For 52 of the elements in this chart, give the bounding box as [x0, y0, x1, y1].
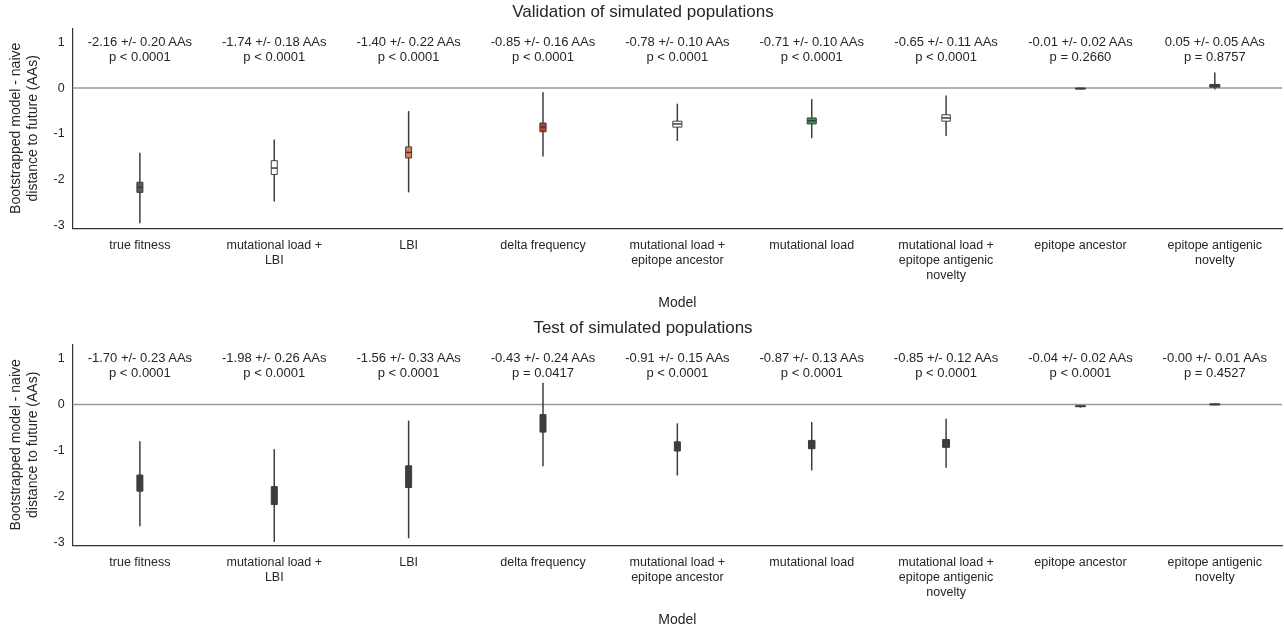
y-tick-label: 1 — [57, 34, 65, 49]
x-tick-label: LBI — [399, 238, 419, 253]
x-tick-label: epitope antigenic novelty — [1167, 238, 1263, 268]
x-axis-title: Model — [658, 611, 697, 628]
y-tick-label: -1 — [53, 443, 65, 458]
annotation: -0.87 +/- 0.13 AAs p < 0.0001 — [759, 350, 865, 381]
annotation: -0.91 +/- 0.15 AAs p < 0.0001 — [625, 350, 731, 381]
annotation: -1.70 +/- 0.23 AAs p < 0.0001 — [87, 350, 193, 381]
x-tick-label: epitope ancestor — [1034, 238, 1127, 253]
annotation: -1.56 +/- 0.33 AAs p < 0.0001 — [356, 350, 462, 381]
y-tick-label: -3 — [53, 535, 65, 550]
annotation: -0.00 +/- 0.01 AAs p = 0.4527 — [1162, 350, 1268, 381]
y-axis-title: Bootstrapped model - naive distance to future (AAs) — [7, 358, 41, 531]
annotation: -0.71 +/- 0.10 AAs p < 0.0001 — [759, 34, 865, 65]
y-axis-title: Bootstrapped model - naive distance to future (AAs) — [7, 42, 41, 214]
y-tick-label: 1 — [57, 350, 65, 365]
annotation: 0.05 +/- 0.05 AAs p = 0.8757 — [1164, 34, 1266, 65]
x-tick-label: mutational load + LBI — [226, 238, 323, 268]
x-tick-label: mutational load — [769, 555, 855, 570]
annotation: -0.85 +/- 0.12 AAs p < 0.0001 — [893, 350, 999, 381]
x-tick-label: mutational load + epitope ancestor — [629, 238, 726, 268]
annotation: -1.40 +/- 0.22 AAs p < 0.0001 — [356, 34, 462, 65]
y-tick-label: 0 — [57, 80, 65, 95]
x-tick-label: epitope ancestor — [1034, 555, 1127, 570]
x-tick-label: LBI — [399, 555, 419, 570]
annotation: -1.74 +/- 0.18 AAs p < 0.0001 — [222, 34, 327, 65]
x-tick-label: mutational load + LBI — [226, 555, 323, 585]
x-tick-label: mutational load + epitope antigenic novelty — [898, 238, 994, 283]
x-tick-label: delta frequency — [500, 555, 587, 570]
annotation: -1.98 +/- 0.26 AAs p < 0.0001 — [222, 350, 327, 381]
y-tick-label: -2 — [53, 172, 65, 187]
y-tick-label: 0 — [57, 396, 65, 411]
y-tick-label: -3 — [53, 218, 65, 233]
x-axis-title: Model — [658, 294, 697, 311]
x-tick-label: mutational load — [769, 238, 855, 253]
x-tick-label: mutational load + epitope ancestor — [629, 555, 726, 585]
x-tick-label: delta frequency — [500, 238, 587, 253]
annotation: -0.04 +/- 0.02 AAs p < 0.0001 — [1028, 350, 1134, 381]
x-tick-label: mutational load + epitope antigenic novelty — [898, 555, 994, 600]
annotation: -0.78 +/- 0.10 AAs p < 0.0001 — [625, 34, 731, 65]
x-tick-label: true fitness — [109, 238, 171, 253]
annotation: -0.43 +/- 0.24 AAs p = 0.0417 — [490, 350, 596, 381]
y-tick-label: -1 — [53, 126, 65, 141]
x-tick-label: epitope antigenic novelty — [1167, 555, 1263, 585]
annotation: -0.65 +/- 0.11 AAs p < 0.0001 — [894, 34, 999, 65]
chart-title: Test of simulated populations — [533, 317, 753, 337]
annotation: -2.16 +/- 0.20 AAs p < 0.0001 — [87, 34, 193, 65]
annotation: -0.01 +/- 0.02 AAs p = 0.2660 — [1028, 34, 1134, 65]
chart-title: Validation of simulated populations — [512, 1, 774, 21]
annotation: -0.85 +/- 0.16 AAs p < 0.0001 — [490, 34, 596, 65]
y-tick-label: -2 — [53, 489, 65, 504]
x-tick-label: true fitness — [109, 555, 171, 570]
